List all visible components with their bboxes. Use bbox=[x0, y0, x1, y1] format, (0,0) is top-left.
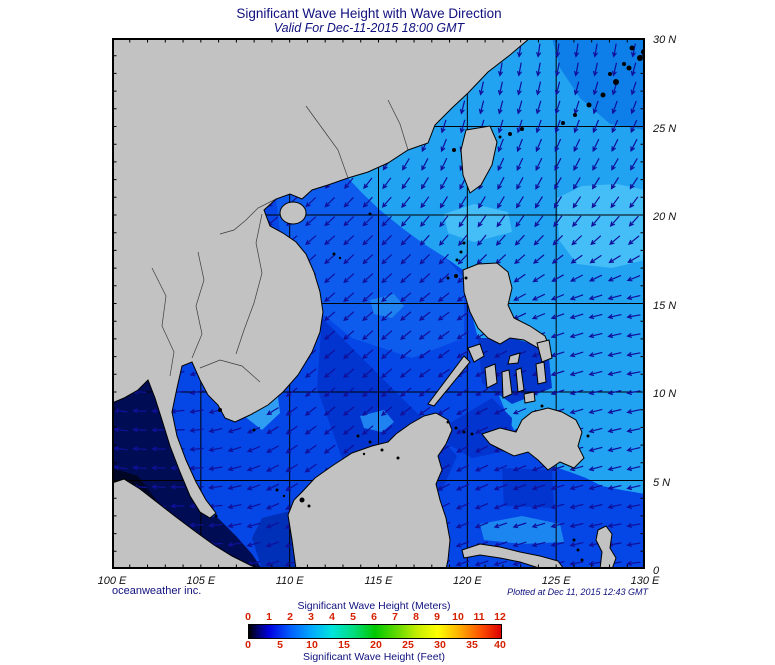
lon-label: 110 E bbox=[275, 575, 304, 587]
colorbar-gradient bbox=[248, 624, 502, 639]
meters-tick-label: 2 bbox=[287, 611, 293, 623]
lat-label: 5 N bbox=[653, 476, 671, 489]
meters-tick-label: 7 bbox=[392, 611, 398, 623]
lon-label: 100 E bbox=[97, 575, 127, 587]
map-title: Significant Wave Height with Wave Direct… bbox=[236, 6, 502, 21]
lat-label: 10 N bbox=[653, 388, 677, 400]
map-canvas bbox=[112, 38, 645, 569]
map-frame bbox=[112, 38, 645, 569]
colorbar-title-feet: Significant Wave Height (Feet) bbox=[302, 651, 445, 663]
lon-label: 125 E bbox=[541, 575, 571, 587]
feet-tick-label: 5 bbox=[277, 639, 283, 651]
meters-tick-label: 6 bbox=[371, 611, 377, 623]
meters-tick-label: 1 bbox=[266, 611, 272, 623]
lat-label: 0 bbox=[653, 565, 660, 577]
lon-label: 105 E bbox=[186, 575, 216, 587]
plotted-at-text: Plotted at Dec 11, 2015 12:43 GMT bbox=[507, 587, 648, 597]
lat-label: 25 N bbox=[653, 122, 677, 135]
meters-tick-label: 10 bbox=[452, 611, 464, 623]
meters-tick-label: 12 bbox=[494, 611, 506, 623]
meters-tick-label: 3 bbox=[308, 611, 314, 623]
lon-label: 115 E bbox=[364, 575, 393, 587]
feet-tick-label: 25 bbox=[402, 639, 414, 651]
map-subtitle: Valid For Dec-11-2015 18:00 GMT bbox=[273, 21, 465, 35]
lon-label: 130 E bbox=[630, 575, 660, 587]
lat-label: 30 N bbox=[653, 34, 677, 46]
feet-tick-label: 30 bbox=[434, 639, 446, 651]
lat-label: 15 N bbox=[653, 299, 677, 312]
feet-tick-label: 10 bbox=[306, 639, 318, 651]
feet-tick-label: 40 bbox=[494, 639, 506, 651]
land-layer bbox=[112, 38, 645, 569]
lon-label: 120 E bbox=[452, 575, 482, 587]
feet-tick-label: 20 bbox=[370, 639, 382, 651]
meters-tick-label: 4 bbox=[329, 611, 335, 623]
meters-tick-label: 9 bbox=[434, 611, 440, 623]
meters-tick-label: 11 bbox=[473, 611, 485, 623]
lat-label: 20 N bbox=[653, 211, 677, 223]
meters-tick-label: 8 bbox=[413, 611, 419, 623]
colorbar-title-meters: Significant Wave Height (Meters) bbox=[297, 600, 451, 612]
branding-text: oceanweather inc. bbox=[112, 585, 202, 597]
feet-tick-label: 35 bbox=[466, 639, 478, 651]
meters-tick-label: 5 bbox=[350, 611, 356, 623]
feet-tick-label: 15 bbox=[338, 639, 350, 651]
meters-tick-label: 0 bbox=[245, 611, 251, 623]
feet-tick-label: 0 bbox=[245, 639, 251, 651]
